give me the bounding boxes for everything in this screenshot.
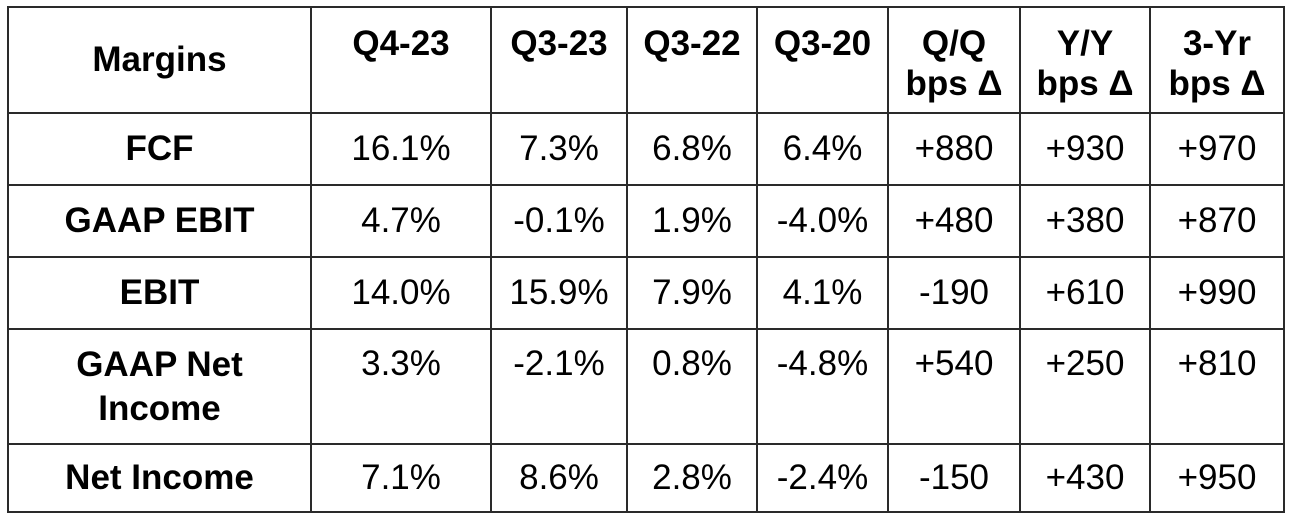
table-cell: -150 bbox=[887, 443, 1021, 513]
table-cell: 6.4% bbox=[756, 112, 889, 186]
table-cell: 4.7% bbox=[310, 184, 492, 258]
table-cell: +540 bbox=[887, 328, 1021, 445]
table-cell: +810 bbox=[1149, 328, 1285, 445]
table-cell: +430 bbox=[1019, 443, 1151, 513]
column-header-q4-23: Q4-23 bbox=[310, 6, 492, 114]
table-row-gaap-net-income: GAAP Net Income 3.3% -2.1% 0.8% -4.8% +54… bbox=[7, 328, 1285, 445]
table-cell: 15.9% bbox=[490, 256, 628, 330]
table-cell: -4.0% bbox=[756, 184, 889, 258]
table-cell: -2.4% bbox=[756, 443, 889, 513]
column-header-q3-22: Q3-22 bbox=[626, 6, 758, 114]
table-cell: +870 bbox=[1149, 184, 1285, 258]
table-cell: 16.1% bbox=[310, 112, 492, 186]
header-row: Margins Q4-23 Q3-23 Q3-22 Q3-20 Q/Q bps Δ… bbox=[7, 6, 1285, 114]
column-header-qq-bps: Q/Q bps Δ bbox=[887, 6, 1021, 114]
column-header-margins: Margins bbox=[7, 6, 312, 114]
column-header-q3-23: Q3-23 bbox=[490, 6, 628, 114]
row-label-gaap-net-income: GAAP Net Income bbox=[7, 328, 312, 445]
table-cell: +990 bbox=[1149, 256, 1285, 330]
table-cell: 8.6% bbox=[490, 443, 628, 513]
table-cell: 1.9% bbox=[626, 184, 758, 258]
row-label-gaap-ebit: GAAP EBIT bbox=[7, 184, 312, 258]
margins-table: Margins Q4-23 Q3-23 Q3-22 Q3-20 Q/Q bps Δ… bbox=[7, 6, 1285, 513]
table-cell: 0.8% bbox=[626, 328, 758, 445]
table-row-gaap-ebit: GAAP EBIT 4.7% -0.1% 1.9% -4.0% +480 +38… bbox=[7, 184, 1285, 258]
table-row-ebit: EBIT 14.0% 15.9% 7.9% 4.1% -190 +610 +99… bbox=[7, 256, 1285, 330]
table-cell: +610 bbox=[1019, 256, 1151, 330]
table-cell: 6.8% bbox=[626, 112, 758, 186]
table-cell: -4.8% bbox=[756, 328, 889, 445]
row-label-fcf: FCF bbox=[7, 112, 312, 186]
table-cell: +930 bbox=[1019, 112, 1151, 186]
column-header-yy-bps: Y/Y bps Δ bbox=[1019, 6, 1151, 114]
table-cell: -190 bbox=[887, 256, 1021, 330]
table-cell: +380 bbox=[1019, 184, 1151, 258]
table-cell: -2.1% bbox=[490, 328, 628, 445]
column-header-3yr-bps: 3-Yr bps Δ bbox=[1149, 6, 1285, 114]
table-cell: +970 bbox=[1149, 112, 1285, 186]
table-cell: +250 bbox=[1019, 328, 1151, 445]
table-cell: +480 bbox=[887, 184, 1021, 258]
table-cell: 7.3% bbox=[490, 112, 628, 186]
table-cell: +880 bbox=[887, 112, 1021, 186]
table-cell: 2.8% bbox=[626, 443, 758, 513]
table-cell: +950 bbox=[1149, 443, 1285, 513]
table-row-fcf: FCF 16.1% 7.3% 6.8% 6.4% +880 +930 +970 bbox=[7, 112, 1285, 186]
row-label-net-income: Net Income bbox=[7, 443, 312, 513]
row-label-ebit: EBIT bbox=[7, 256, 312, 330]
table-cell: 14.0% bbox=[310, 256, 492, 330]
table-cell: -0.1% bbox=[490, 184, 628, 258]
table-cell: 4.1% bbox=[756, 256, 889, 330]
table-cell: 7.9% bbox=[626, 256, 758, 330]
table-row-net-income: Net Income 7.1% 8.6% 2.8% -2.4% -150 +43… bbox=[7, 443, 1285, 513]
table-cell: 7.1% bbox=[310, 443, 492, 513]
table-cell: 3.3% bbox=[310, 328, 492, 445]
margins-table-container: Margins Q4-23 Q3-23 Q3-22 Q3-20 Q/Q bps Δ… bbox=[7, 6, 1285, 513]
column-header-q3-20: Q3-20 bbox=[756, 6, 889, 114]
